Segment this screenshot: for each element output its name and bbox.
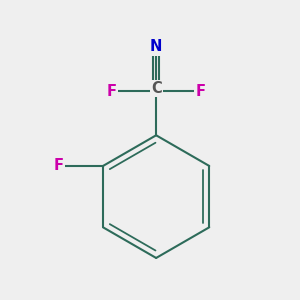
Text: F: F xyxy=(107,84,117,99)
Text: N: N xyxy=(150,39,162,54)
Text: F: F xyxy=(54,158,64,173)
Text: F: F xyxy=(195,84,205,99)
Text: C: C xyxy=(151,81,161,96)
